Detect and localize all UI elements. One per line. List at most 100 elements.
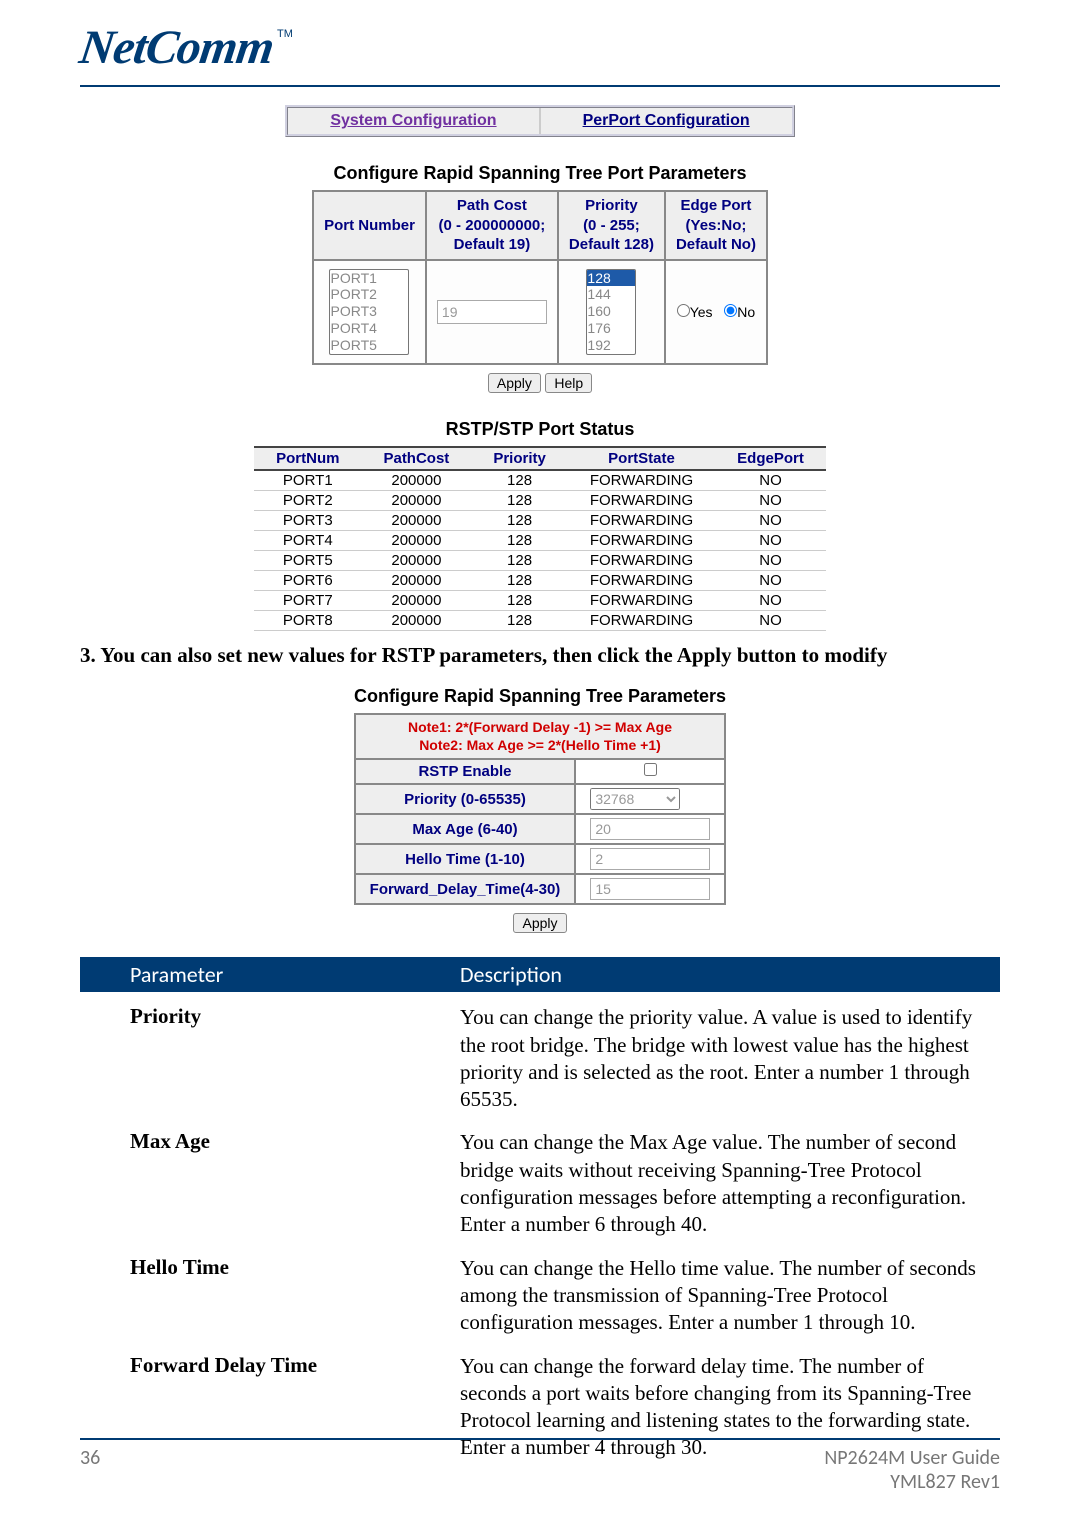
status-cell: FORWARDING: [568, 530, 715, 550]
hdr-edge-l3: Default No): [676, 236, 756, 253]
status-cell: FORWARDING: [568, 490, 715, 510]
hdr-edge-l2: (Yes:No;: [686, 217, 747, 234]
page-footer: 36 NP2624M User Guide YML827 Rev1: [80, 1438, 1000, 1494]
hello-input[interactable]: [590, 848, 710, 870]
status-cell: 128: [471, 470, 568, 491]
status-cell: NO: [715, 530, 826, 550]
param-desc: You can change the priority value. A val…: [460, 1000, 1000, 1125]
status-cell: 200000: [361, 610, 471, 630]
port-opt-5[interactable]: PORT5: [330, 337, 408, 354]
status-cell: 200000: [361, 470, 471, 491]
status-cell: PORT8: [254, 610, 361, 630]
cfg-port-title: Configure Rapid Spanning Tree Port Param…: [80, 163, 1000, 184]
hello-label: Hello Time (1-10): [355, 844, 576, 874]
status-cell: 200000: [361, 570, 471, 590]
status-cell: 200000: [361, 530, 471, 550]
path-cost-input[interactable]: [437, 300, 547, 324]
hdr-priority: Priority (0 - 255; Default 128): [558, 191, 665, 260]
cfg-rstp-title: Configure Rapid Spanning Tree Parameters: [80, 686, 1000, 707]
prio-opt-176[interactable]: 176: [587, 320, 635, 337]
param-header-description: Description: [460, 961, 1000, 988]
logo: NetComm TM: [80, 20, 1000, 75]
edge-yes-text: Yes: [690, 304, 713, 320]
status-hdr-portnum: PortNum: [254, 447, 361, 470]
help-button[interactable]: Help: [545, 373, 592, 393]
status-cell: 128: [471, 530, 568, 550]
maxage-input[interactable]: [590, 818, 710, 840]
status-cell: 128: [471, 610, 568, 630]
rstp-enable-checkbox[interactable]: [644, 763, 657, 776]
priority-select[interactable]: 128 144 160 176 192: [586, 269, 636, 355]
status-cell: FORWARDING: [568, 510, 715, 530]
status-cell: 128: [471, 510, 568, 530]
table-row: PORT3200000128FORWARDINGNO: [254, 510, 826, 530]
port-opt-4[interactable]: PORT4: [330, 320, 408, 337]
cfg-rstp-notes: Note1: 2*(Forward Delay -1) >= Max Age N…: [355, 714, 726, 760]
logo-text: NetComm: [76, 20, 277, 75]
status-cell: 200000: [361, 490, 471, 510]
cfg-port-table: Port Number Path Cost (0 - 200000000; De…: [312, 190, 768, 365]
param-name: Max Age: [80, 1125, 460, 1250]
fwd-input[interactable]: [590, 878, 710, 900]
port-opt-2[interactable]: PORT2: [330, 286, 408, 303]
table-row: PORT8200000128FORWARDINGNO: [254, 610, 826, 630]
status-cell: PORT6: [254, 570, 361, 590]
status-hdr-edgeport: EdgePort: [715, 447, 826, 470]
hdr-priority-l1: Priority: [585, 197, 638, 214]
port-opt-1[interactable]: PORT1: [330, 270, 408, 287]
revision: YML827 Rev1: [824, 1470, 1000, 1494]
instruction-text: 3. You can also set new values for RSTP …: [80, 643, 1000, 668]
status-cell: NO: [715, 590, 826, 610]
param-row: PriorityYou can change the priority valu…: [80, 1000, 1000, 1125]
apply-button-1[interactable]: Apply: [488, 373, 541, 393]
table-row: PORT1200000128FORWARDINGNO: [254, 470, 826, 491]
tab-perport-configuration[interactable]: PerPort Configuration: [541, 108, 792, 134]
status-cell: NO: [715, 490, 826, 510]
prio-opt-192[interactable]: 192: [587, 337, 635, 354]
apply-button-2[interactable]: Apply: [513, 913, 566, 933]
status-cell: FORWARDING: [568, 610, 715, 630]
port-opt-3[interactable]: PORT3: [330, 303, 408, 320]
hdr-priority-l2: (0 - 255;: [583, 217, 640, 234]
hdr-path-cost-l2: (0 - 200000000;: [439, 217, 546, 234]
status-hdr-portstate: PortState: [568, 447, 715, 470]
status-cell: NO: [715, 470, 826, 491]
status-cell: 128: [471, 490, 568, 510]
param-table: PriorityYou can change the priority valu…: [80, 1000, 1000, 1473]
table-row: PORT4200000128FORWARDINGNO: [254, 530, 826, 550]
status-cell: 200000: [361, 510, 471, 530]
tab-bar: System Configuration PerPort Configurati…: [285, 105, 794, 137]
edge-yes-radio[interactable]: [677, 304, 690, 317]
cfg-rstp-note2: Note2: Max Age >= 2*(Hello Time +1): [419, 737, 661, 753]
status-cell: 128: [471, 590, 568, 610]
prio-opt-144[interactable]: 144: [587, 286, 635, 303]
status-hdr-pathcost: PathCost: [361, 447, 471, 470]
prio-opt-160[interactable]: 160: [587, 303, 635, 320]
prio-opt-128[interactable]: 128: [587, 270, 635, 287]
param-row: Max AgeYou can change the Max Age value.…: [80, 1125, 1000, 1250]
maxage-label: Max Age (6-40): [355, 814, 576, 844]
tab-system-configuration[interactable]: System Configuration: [288, 108, 540, 134]
status-cell: PORT1: [254, 470, 361, 491]
priority-select-2[interactable]: 32768: [590, 788, 680, 810]
status-cell: 200000: [361, 590, 471, 610]
edge-no-text: No: [737, 304, 755, 320]
rstp-enable-label: RSTP Enable: [355, 759, 576, 784]
param-desc: You can change the Hello time value. The…: [460, 1251, 1000, 1349]
hdr-edge-l1: Edge Port: [681, 197, 752, 214]
edge-no-label[interactable]: No: [724, 304, 755, 320]
status-hdr-priority: Priority: [471, 447, 568, 470]
edge-no-radio[interactable]: [724, 304, 737, 317]
hdr-path-cost-l1: Path Cost: [457, 197, 527, 214]
status-title: RSTP/STP Port Status: [80, 419, 1000, 440]
fwd-label: Forward_Delay_Time(4-30): [355, 874, 576, 904]
edge-yes-label[interactable]: Yes: [677, 304, 713, 320]
status-cell: NO: [715, 570, 826, 590]
table-row: PORT7200000128FORWARDINGNO: [254, 590, 826, 610]
header-rule: [80, 85, 1000, 87]
status-cell: PORT3: [254, 510, 361, 530]
port-select[interactable]: PORT1 PORT2 PORT3 PORT4 PORT5: [329, 269, 409, 355]
status-cell: FORWARDING: [568, 570, 715, 590]
hdr-port-number: Port Number: [313, 191, 426, 260]
status-cell: FORWARDING: [568, 590, 715, 610]
